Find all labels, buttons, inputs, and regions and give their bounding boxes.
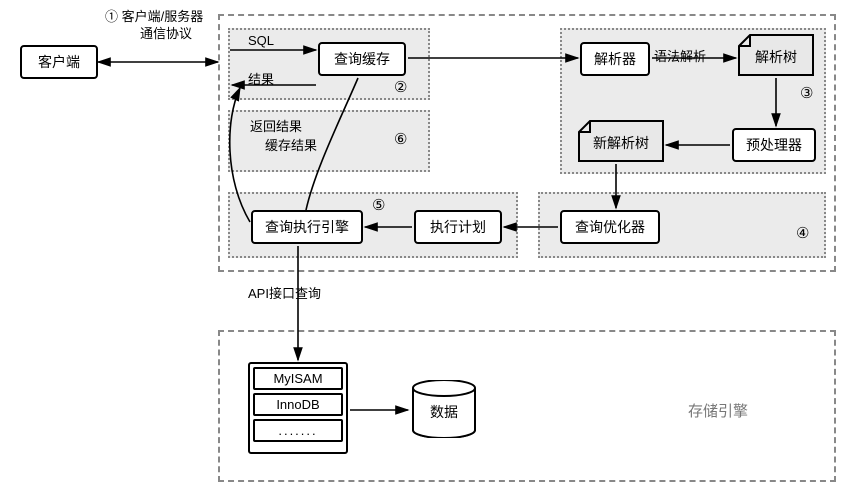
label-return: 返回结果 bbox=[250, 116, 302, 135]
engine-row: InnoDB bbox=[253, 393, 343, 416]
node-label: 客户端 bbox=[38, 52, 80, 72]
node-client: 客户端 bbox=[20, 45, 98, 79]
label-api: API接口查询 bbox=[248, 283, 321, 302]
node-label: 解析器 bbox=[594, 49, 636, 69]
node-label: 新解析树 bbox=[593, 135, 649, 151]
label-storage: 存储引擎 bbox=[688, 400, 748, 421]
label-cache: 缓存结果 bbox=[265, 135, 317, 154]
circled-3: ③ bbox=[800, 84, 813, 102]
node-label: 查询优化器 bbox=[575, 217, 645, 237]
node-label: 解析树 bbox=[755, 49, 797, 65]
label-sql: SQL bbox=[248, 33, 274, 48]
circled-5: ⑤ bbox=[372, 196, 385, 214]
circled-2: ② bbox=[394, 78, 407, 96]
node-label: 预处理器 bbox=[746, 135, 802, 155]
label-result: 结果 bbox=[248, 69, 274, 88]
node-optimizer: 查询优化器 bbox=[560, 210, 660, 244]
label-syntax: 语法解析 bbox=[654, 46, 706, 65]
node-preprocessor: 预处理器 bbox=[732, 128, 816, 162]
engine-row: ....... bbox=[253, 419, 343, 442]
node-exec-engine: 查询执行引擎 bbox=[251, 210, 363, 244]
engine-stack: MyISAM InnoDB ....... bbox=[248, 362, 348, 454]
node-parser: 解析器 bbox=[580, 42, 650, 76]
node-label: 查询执行引擎 bbox=[265, 217, 349, 237]
engine-row: MyISAM bbox=[253, 367, 343, 390]
node-label: 数据 bbox=[430, 404, 458, 420]
label-protocol-line2: 通信协议 bbox=[140, 23, 192, 42]
node-label: 查询缓存 bbox=[334, 49, 390, 69]
node-label: 执行计划 bbox=[430, 217, 486, 237]
circled-6: ⑥ bbox=[394, 130, 407, 148]
node-exec-plan: 执行计划 bbox=[414, 210, 502, 244]
node-new-parse-tree: 新解析树 bbox=[578, 120, 664, 162]
node-data-cylinder: 数据 bbox=[412, 380, 476, 438]
circled-4: ④ bbox=[796, 224, 809, 242]
node-query-cache: 查询缓存 bbox=[318, 42, 406, 76]
node-parse-tree: 解析树 bbox=[738, 34, 814, 76]
